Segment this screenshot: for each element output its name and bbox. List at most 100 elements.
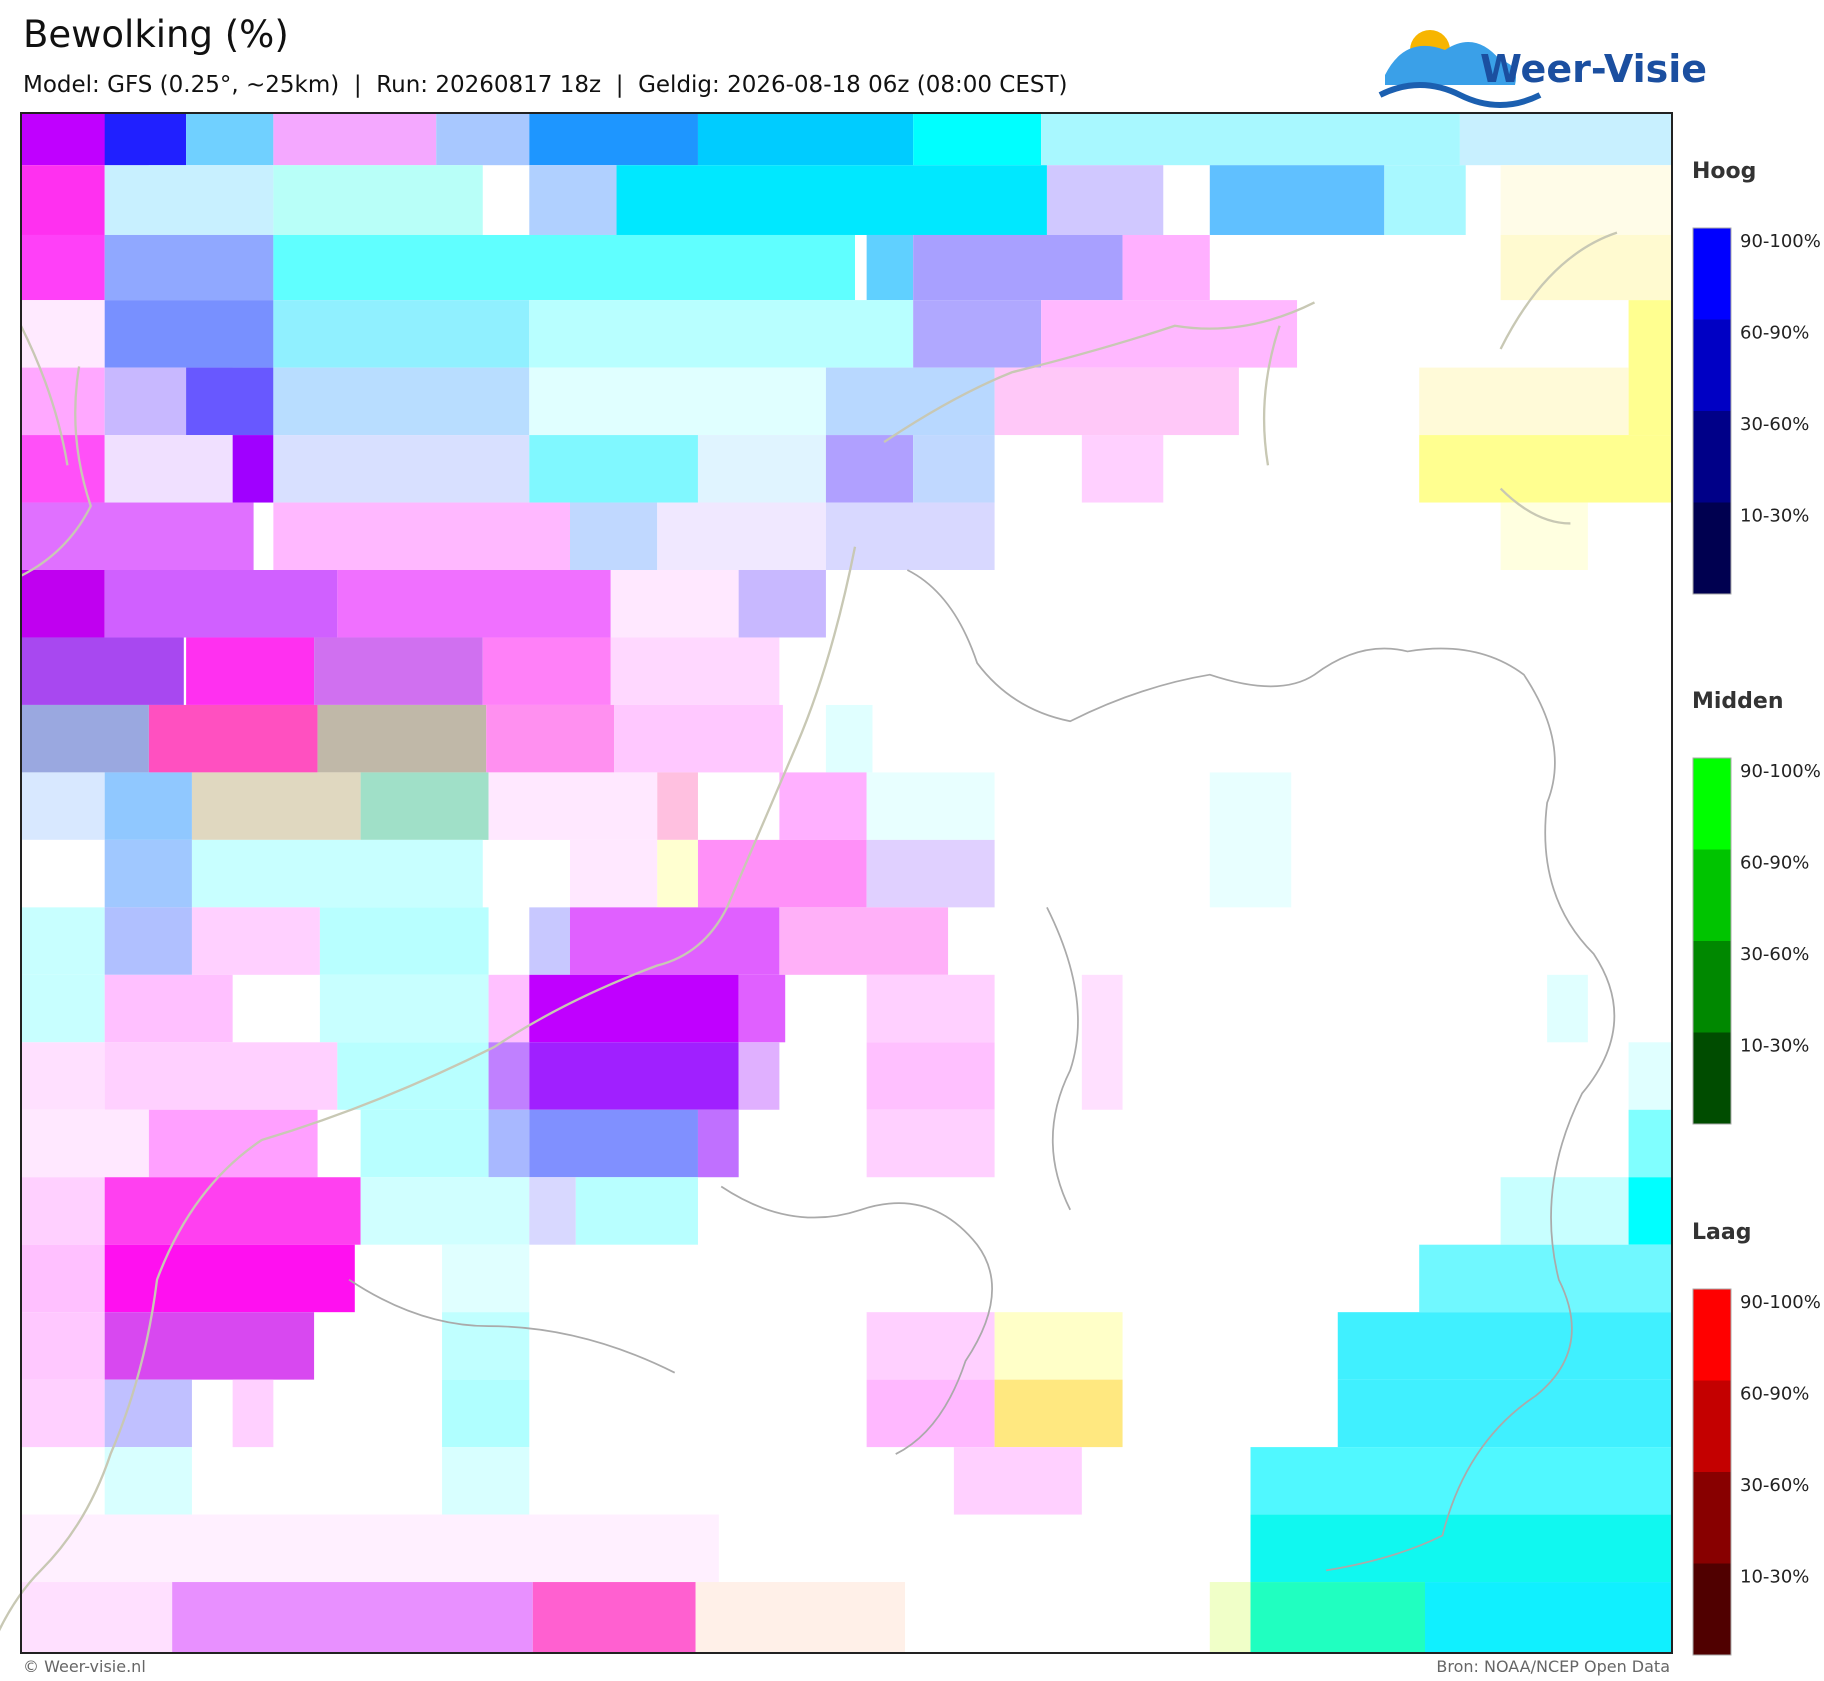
footer-left: © Weer-visie.nl <box>23 1657 146 1676</box>
legend-swatch <box>1693 319 1731 411</box>
cloud-cell <box>20 1514 719 1583</box>
cloud-cell <box>1384 165 1466 235</box>
cloud-cell <box>825 502 995 571</box>
title: Bewolking (%) <box>23 13 289 56</box>
legend-border <box>1692 1288 1732 1656</box>
cloud-cell <box>360 1109 489 1178</box>
cloud-cell <box>994 1379 1123 1448</box>
cloud-cell <box>186 367 274 436</box>
cloud-cell <box>104 165 274 235</box>
cloud-cell <box>1628 1177 1672 1245</box>
cloud-cell <box>866 234 914 301</box>
cloud-cell <box>1500 234 1672 301</box>
cloud-cell <box>1628 1109 1672 1178</box>
cloud-cell <box>20 907 105 975</box>
cloud-cell <box>488 772 658 840</box>
cloud-cell <box>104 907 192 975</box>
legend-label: 10-30% <box>1740 1036 1809 1057</box>
cloud-cell <box>953 1447 1082 1515</box>
legend-label: 30-60% <box>1740 944 1809 965</box>
legend-swatch <box>1693 1472 1731 1564</box>
cloud-cell <box>529 367 826 436</box>
cloud-cell <box>866 1042 995 1110</box>
cloud-cell <box>529 300 914 368</box>
legend-label: 90-100% <box>1740 1292 1821 1313</box>
cloud-cell <box>442 1447 530 1515</box>
cloud-cell <box>172 1582 533 1654</box>
cloud-cell <box>360 1177 530 1245</box>
legend-border <box>1692 757 1732 1125</box>
cloud-cell <box>104 1447 192 1515</box>
cloud-cell <box>994 1312 1123 1380</box>
cloud-cell <box>20 839 105 908</box>
cloud-cell <box>273 367 530 436</box>
cloud-cell <box>1250 1582 1426 1654</box>
cloud-cell <box>104 839 192 908</box>
cloud-cell <box>20 772 105 840</box>
cloud-cell <box>148 1109 318 1178</box>
cloud-cell <box>657 772 698 840</box>
map-frame <box>20 112 1673 1654</box>
cloud-cell <box>1628 1042 1672 1110</box>
cloud-cell <box>913 300 1042 368</box>
cloud-cell <box>1209 1582 1251 1654</box>
cloud-cell <box>1547 974 1588 1043</box>
legend-label: 30-60% <box>1740 414 1809 435</box>
cloud-cell <box>319 907 489 975</box>
cloud-cell <box>738 974 786 1043</box>
legend-label: 10-30% <box>1740 1567 1809 1588</box>
cloud-cell <box>866 1109 995 1178</box>
cloud-cell <box>1250 1514 1672 1583</box>
cloud-cell <box>20 1177 105 1245</box>
cloud-cell <box>575 1177 698 1245</box>
cloud-cells <box>20 112 1672 1654</box>
cloud-cell <box>1419 435 1672 503</box>
cloud-cell <box>1419 367 1629 436</box>
cloud-cell <box>104 1177 361 1245</box>
cloud-cell <box>1337 1312 1672 1380</box>
cloud-cell <box>232 1379 274 1448</box>
cloud-cell <box>314 637 483 705</box>
cloud-cell <box>104 1379 192 1448</box>
cloud-cell <box>273 165 483 235</box>
cloud-cell <box>337 570 611 638</box>
cloud-cell <box>1250 1447 1672 1515</box>
cloud-cell <box>913 435 995 503</box>
cloud-cell <box>1500 1177 1629 1245</box>
cloud-cell <box>1500 165 1672 235</box>
cloud-cell <box>1337 1379 1672 1448</box>
coastlines <box>0 231 1618 1632</box>
cloud-map <box>0 112 1673 1654</box>
cloud-cell <box>657 839 698 908</box>
cloud-cell <box>825 435 914 503</box>
cloud-cell <box>488 1042 530 1110</box>
logo-text: Weer-Visie <box>1480 47 1707 91</box>
cloud-cell <box>104 300 274 368</box>
legend-label: 10-30% <box>1740 506 1809 527</box>
cloud-cell <box>529 435 698 503</box>
cloud-cell <box>1628 300 1672 436</box>
cloud-cell <box>866 1379 995 1448</box>
cloud-cell <box>486 704 615 773</box>
cloud-cell <box>232 435 274 503</box>
footer-right: Bron: NOAA/NCEP Open Data <box>1436 1657 1670 1676</box>
cloud-cell <box>20 300 105 368</box>
cloud-cell <box>317 704 487 773</box>
cloud-cell <box>20 1379 105 1448</box>
cloud-cell <box>913 112 1042 166</box>
cloud-cell <box>488 974 530 1043</box>
legend-swatch <box>1693 411 1731 503</box>
cloud-cell <box>529 907 571 975</box>
legend-swatch <box>1693 1032 1731 1124</box>
borders <box>348 569 1616 1572</box>
cloud-cell <box>610 637 780 705</box>
cloud-cell <box>866 839 995 908</box>
legend-label: 60-90% <box>1740 323 1809 344</box>
cloud-cell <box>1081 435 1164 503</box>
cloud-cell <box>1209 772 1292 908</box>
cloud-cell <box>20 974 105 1043</box>
cloud-cell <box>273 300 530 368</box>
legend-label: 60-90% <box>1740 853 1809 874</box>
cloud-cell <box>20 367 105 436</box>
